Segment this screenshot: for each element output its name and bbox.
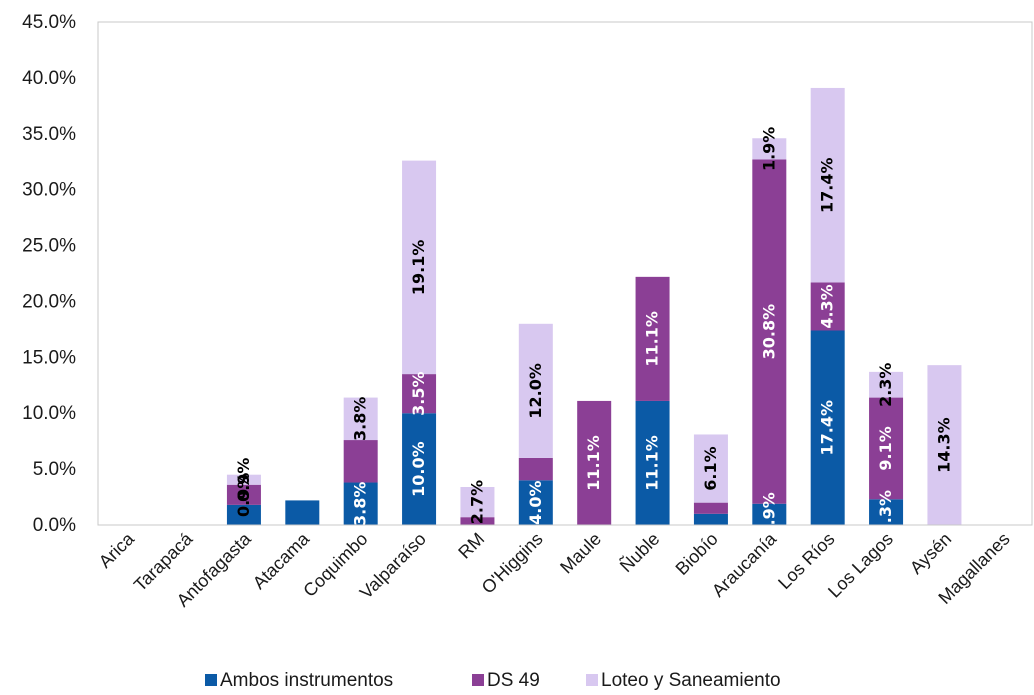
data-label: 0.9% [234,473,253,517]
data-label: 3.8% [351,397,370,441]
bar-segment [226,504,261,525]
bar-segment [869,371,904,398]
data-label: 0.9% [234,458,253,502]
x-category-label: Araucanía [708,528,781,601]
bar-segment [927,365,962,525]
bar-segment [226,474,261,485]
bar-segment [343,482,378,525]
bar-segment [810,282,845,331]
y-tick-label: 10.0% [22,403,76,424]
bar-segment [518,323,553,458]
data-label: 2.3% [876,490,895,534]
data-label: 11.1% [584,435,603,491]
bars [226,87,962,525]
bar-segment [402,160,437,375]
bar-segment [752,159,787,504]
bar-segment [869,397,904,500]
data-label: 10.0% [409,441,428,497]
bar-segment [402,374,437,414]
data-label: 1.9% [759,492,778,536]
legend-label: DS 49 [487,670,540,691]
y-tick-label: 20.0% [22,291,76,312]
legend-swatch [205,674,217,686]
bar-segment [635,400,670,525]
y-tick-label: 25.0% [22,236,76,257]
bar-segment [752,503,787,525]
bar-segment [518,480,553,525]
y-axis: 0.0% 5.0% 10.0% 15.0% 20.0% 25.0% 30.0% 35.0% 40… [22,12,76,536]
bar-segment [693,513,728,525]
data-label: 11.1% [643,435,662,491]
data-label: 30.8% [759,304,778,360]
bar-segment [402,413,437,525]
legend-swatch [472,674,484,686]
bar-segment [635,276,670,401]
y-tick-label: 35.0% [22,124,76,145]
legend-label: Loteo y Saneamiento [601,670,781,691]
data-label: 3.8% [351,482,370,526]
y-tick-label: 30.0% [22,180,76,201]
bar-segment [577,400,612,525]
data-label: 19.1% [409,240,428,296]
data-label: 12.0% [526,363,545,419]
bar-segment [285,500,320,525]
y-tick-label: 40.0% [22,68,76,89]
x-category-label: Arica [95,528,139,572]
bar-segment [226,484,261,505]
x-category-label: Ñuble [615,528,663,576]
data-label: 9.1% [876,426,895,470]
data-label: 14.3% [934,417,953,473]
data-label: 17.4% [818,157,837,213]
x-category-label: Maule [556,529,605,578]
x-category-label: Biobío [672,529,722,579]
legend-label: Ambos instrumentos [220,670,393,691]
y-tick-label: 45.0% [22,12,76,33]
data-label: 3.5% [409,371,428,415]
bar-segment [810,87,845,283]
data-labels: 0.9%0.9% 3.8% 3.8% 10.0% 3.5% 19.1% 2.7% 4.0% 12… [234,127,954,537]
bar-segment [810,330,845,525]
bar-segment [693,502,728,514]
y-tick-label: 0.0% [33,515,76,536]
bar-segment [460,517,495,525]
data-label: 4.3% [818,284,837,328]
data-label: 11.1% [643,311,662,367]
bar-segment [343,440,378,483]
legend: Ambos instrumentos DS 49 Loteo y Saneamien… [205,670,781,691]
bar-segment [343,397,378,441]
bar-segment [752,138,787,160]
x-axis: AricaTarapacáAntofagastaAtacamaCoquimboV… [95,524,1032,611]
data-label: 4.0% [526,480,545,524]
data-label: 1.9% [759,127,778,171]
bar-segment [869,499,904,525]
x-category-label: Aysén [906,529,955,578]
bar-segment [518,457,553,481]
data-label: 17.4% [818,400,837,456]
y-tick-label: 5.0% [33,459,76,480]
bar-segment [693,434,728,503]
data-label: 2.3% [876,363,895,407]
y-tick-label: 15.0% [22,347,76,368]
data-label: 6.1% [701,446,720,490]
x-category-label: O'Higgins [478,529,547,598]
legend-swatch [586,674,598,686]
x-category-label: RM [454,529,488,563]
bar-segment [460,486,495,518]
data-label: 2.7% [467,480,486,524]
